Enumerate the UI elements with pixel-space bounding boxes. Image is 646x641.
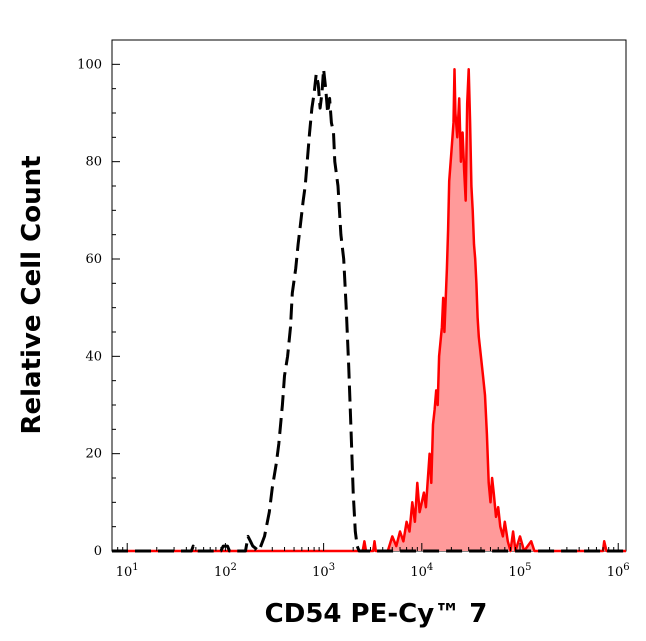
series-layer	[112, 67, 626, 553]
y-tick-label: 100	[77, 57, 102, 72]
y-tick-label: 0	[94, 544, 102, 559]
y-tick-label: 40	[85, 349, 102, 364]
x-axis-title: CD54 PE-Cy™ 7	[265, 599, 488, 629]
y-tick-label: 60	[85, 252, 102, 267]
x-tick-label: 102	[214, 562, 237, 580]
series-line-1	[112, 67, 626, 553]
x-tick-label: 103	[312, 562, 335, 580]
x-tick-label: 106	[607, 562, 630, 580]
y-tick-label: 20	[85, 447, 102, 462]
x-tick-label: 101	[116, 562, 139, 580]
y-tick-label: 80	[85, 155, 102, 170]
x-tick-label: 105	[509, 562, 532, 580]
x-tick-label: 104	[410, 562, 433, 580]
plot-frame	[111, 39, 627, 552]
series-line-0	[112, 67, 626, 553]
ticks-layer: 0 20 40 60 80 100 101 102 103 104 105 106	[77, 57, 630, 580]
y-axis-title: Relative Cell Count	[17, 155, 47, 434]
